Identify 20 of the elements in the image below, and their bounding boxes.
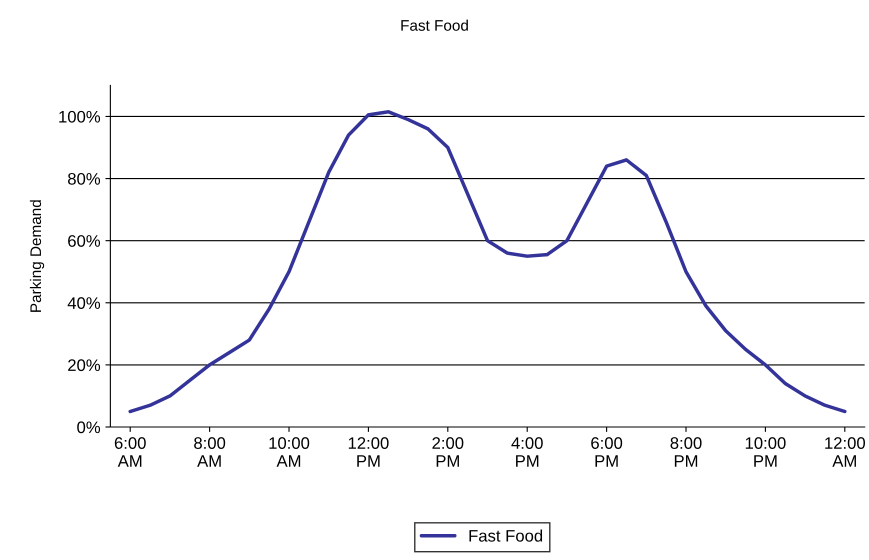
y-tick-label: 100% [59, 110, 100, 123]
y-tick-label: 80% [68, 172, 100, 185]
x-tick-label: 12:00 AM [825, 437, 866, 467]
legend-label: Fast Food [469, 529, 542, 542]
chart-title: Fast Food [401, 20, 468, 31]
y-tick-label: 40% [68, 297, 100, 309]
y-tick-label: 20% [68, 359, 100, 372]
x-tick-label: 8:00 AM [194, 437, 226, 467]
line-series [128, 110, 847, 414]
x-tick-label: 12:00 PM [348, 437, 389, 467]
x-tick-label: 2:00 PM [432, 437, 464, 467]
y-axis-title: Parking Demand [30, 200, 44, 312]
x-tick-label: 10:00 AM [269, 437, 310, 467]
x-tick-label: 4:00 PM [511, 437, 543, 467]
y-tick-label: 60% [68, 235, 100, 247]
x-tick-label: 6:00 AM [114, 437, 146, 467]
x-tick-label: 10:00 PM [746, 437, 786, 467]
x-tick-label: 8:00 PM [670, 437, 702, 467]
y-tick-label: 0% [77, 421, 100, 434]
x-tick-label: 6:00 PM [591, 437, 622, 467]
